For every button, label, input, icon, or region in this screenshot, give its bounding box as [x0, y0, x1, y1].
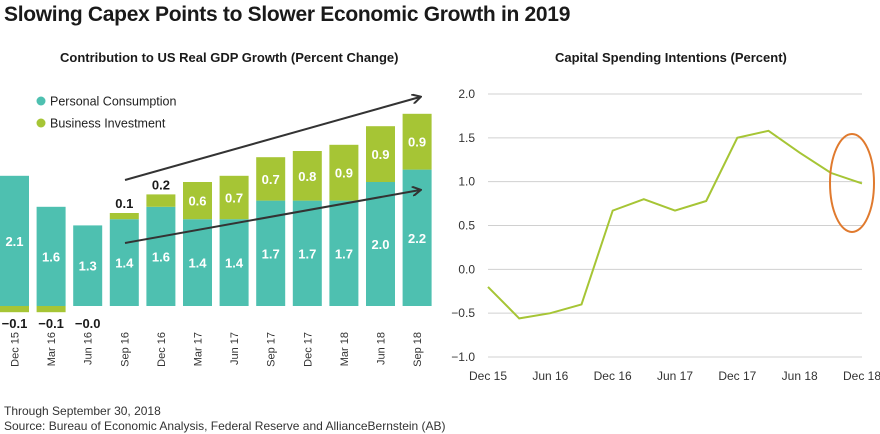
- bar-consumption: [0, 175, 29, 306]
- data-label-investment: 0.9: [371, 147, 389, 162]
- x-tick-label: Sep 16: [119, 332, 131, 367]
- y-tick-label: 0.5: [458, 219, 475, 233]
- bar-consumption: [36, 206, 66, 306]
- highlight-circle: [829, 133, 875, 233]
- x-tick-label: Jun 16: [83, 332, 95, 365]
- data-label-consumption: 1.6: [152, 249, 170, 264]
- bar-consumption: [329, 200, 359, 306]
- x-tick-label: Jun 17: [229, 332, 241, 365]
- data-label-investment: 0.8: [298, 169, 316, 184]
- data-label-consumption: 1.7: [335, 246, 353, 261]
- y-tick-label: −0.5: [451, 306, 475, 320]
- bar-investment: [109, 213, 139, 220]
- data-label-consumption: 2.2: [408, 231, 426, 246]
- trend-arrow-consumption: [124, 190, 420, 244]
- x-tick-label: Dec 17: [718, 369, 756, 383]
- bar-investment: [256, 157, 286, 201]
- y-tick-label: 1.0: [458, 175, 475, 189]
- y-tick-label: 1.5: [458, 131, 475, 145]
- data-label-consumption: 1.3: [79, 259, 97, 274]
- data-label-investment: −0.1: [2, 316, 28, 331]
- footnote-date: Through September 30, 2018: [4, 404, 161, 418]
- x-tick-label: Dec 18: [843, 369, 880, 383]
- data-label-investment: −0.0: [75, 316, 101, 331]
- legend-swatch-1: [36, 118, 46, 128]
- legend-label-0: Personal Consumption: [50, 95, 177, 109]
- bar-investment: [402, 113, 432, 170]
- x-tick-label: Mar 16: [46, 332, 58, 366]
- bar-investment: [183, 182, 212, 220]
- bar-investment: [219, 175, 249, 220]
- bar-investment: [329, 144, 359, 201]
- bar-consumption: [73, 225, 103, 306]
- data-label-consumption: 2.1: [5, 234, 23, 249]
- bar-consumption: [366, 182, 395, 306]
- legend-label-1: Business Investment: [50, 117, 166, 131]
- bar-consumption: [183, 219, 212, 306]
- data-label-investment: 0.2: [152, 177, 170, 192]
- x-tick-label: Sep 17: [266, 332, 278, 367]
- y-tick-label: 2.0: [458, 87, 475, 101]
- x-tick-label: Sep 18: [412, 332, 424, 367]
- y-tick-label: −1.0: [451, 350, 475, 364]
- bar-consumption: [146, 206, 176, 306]
- data-label-investment: 0.7: [225, 191, 243, 206]
- bar-investment: [292, 151, 322, 201]
- x-tick-label: Mar 18: [339, 332, 351, 366]
- bar-investment: [0, 306, 29, 313]
- data-label-consumption: 1.4: [225, 256, 244, 271]
- bar-chart: Personal Consumption Business Investment 2…: [0, 80, 432, 367]
- bar-investment: [366, 126, 395, 182]
- bar-consumption: [292, 200, 322, 306]
- x-tick-label: Dec 16: [594, 369, 632, 383]
- line-chart-title: Capital Spending Intentions (Percent): [555, 50, 787, 65]
- data-label-investment: 0.1: [115, 196, 133, 211]
- y-tick-label: 0.0: [458, 262, 475, 276]
- x-tick-label: Mar 17: [193, 332, 205, 366]
- data-label-investment: −0.1: [38, 316, 64, 331]
- x-tick-label: Jun 18: [376, 332, 388, 365]
- x-tick-label: Dec 15: [10, 332, 22, 367]
- legend-swatch-0: [36, 96, 46, 106]
- data-label-investment: 0.9: [408, 135, 426, 150]
- bar-chart-title: Contribution to US Real GDP Growth (Perc…: [60, 50, 399, 65]
- x-tick-label: Dec 15: [469, 369, 507, 383]
- bar-consumption: [219, 219, 249, 306]
- series-line: [487, 129, 863, 320]
- data-label-consumption: 2.0: [371, 237, 389, 252]
- bar-investment: [146, 194, 176, 207]
- footnote-source: Source: Bureau of Economic Analysis, Fed…: [4, 419, 446, 433]
- x-tick-label: Jun 17: [657, 369, 693, 383]
- data-label-investment: 0.6: [188, 194, 206, 209]
- main-title: Slowing Capex Points to Slower Economic …: [4, 3, 571, 26]
- x-tick-label: Jun 18: [782, 369, 818, 383]
- data-label-consumption: 1.4: [188, 256, 207, 271]
- data-label-investment: 0.7: [262, 172, 280, 187]
- bar-consumption: [109, 219, 139, 306]
- data-label-consumption: 1.6: [42, 249, 60, 264]
- data-label-consumption: 1.7: [298, 246, 316, 261]
- data-label-investment: 0.9: [335, 166, 353, 181]
- x-tick-label: Dec 16: [156, 332, 168, 367]
- data-label-consumption: 1.4: [115, 256, 134, 271]
- bar-investment: [36, 306, 66, 313]
- data-label-consumption: 1.7: [262, 246, 280, 261]
- line-chart: 2.0 1.5 1.0 0.5 0.0 −0.5 −1.0 Dec 15 Jun 16 Dec 1…: [451, 87, 880, 383]
- x-tick-label: Dec 17: [302, 332, 314, 367]
- x-tick-label: Jun 16: [532, 369, 568, 383]
- trend-arrow-total: [124, 97, 420, 181]
